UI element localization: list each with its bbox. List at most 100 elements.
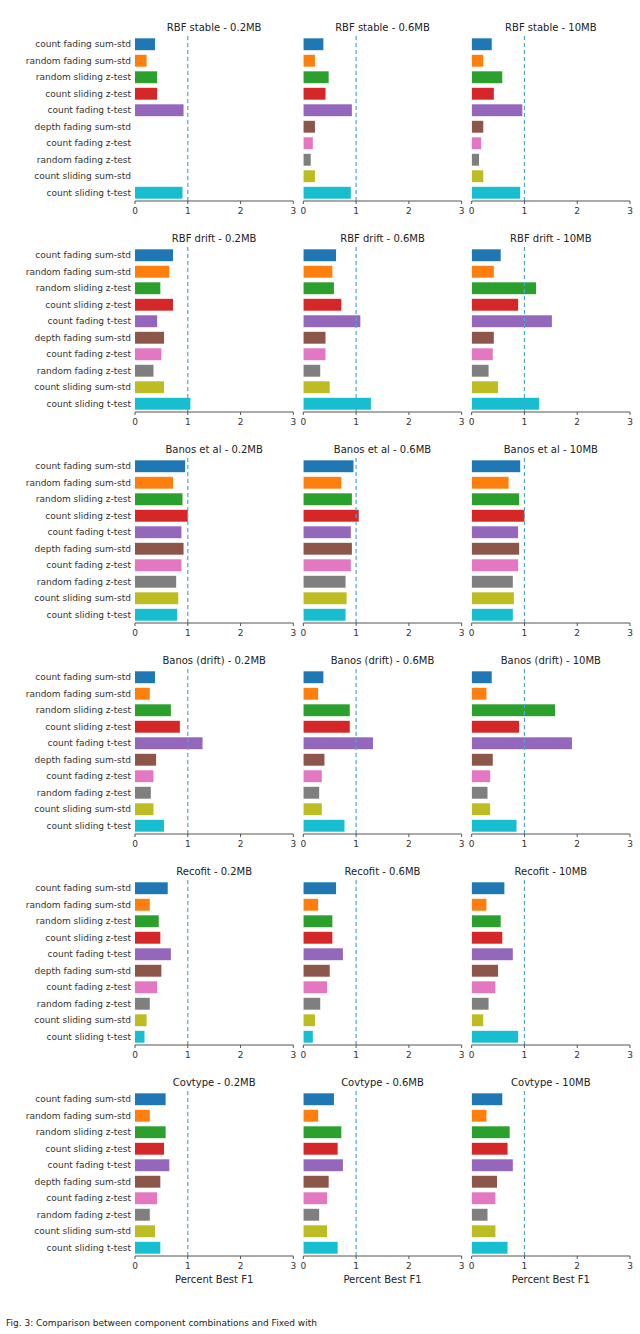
x-tick <box>471 1045 472 1048</box>
bar <box>303 559 351 571</box>
bar <box>135 38 155 50</box>
bar <box>303 315 360 327</box>
x-tick-label: 3 <box>459 417 465 427</box>
bar <box>135 688 150 700</box>
x-tick <box>187 1256 188 1259</box>
bar <box>303 770 321 782</box>
y-tick-label: random fading sum-std <box>26 689 131 699</box>
subplot: Banos (drift) - 10MB0123 <box>469 655 633 849</box>
bar <box>303 332 325 344</box>
x-tick-label: 0 <box>469 628 475 638</box>
bar <box>303 460 353 472</box>
bar <box>472 88 494 100</box>
y-tick-label: count fading z-test <box>46 138 131 148</box>
bar <box>472 965 498 977</box>
bar <box>135 460 185 472</box>
x-tick <box>471 201 472 204</box>
x-tick-label: 0 <box>300 417 306 427</box>
reference-line <box>356 36 357 201</box>
x-tick-label: 2 <box>238 1050 244 1060</box>
x-tick <box>471 1256 472 1259</box>
y-tick-label: count sliding t-test <box>47 1243 132 1253</box>
subplot: Recofit - 0.6MB0123 <box>300 866 464 1060</box>
subplot-title: Recofit - 0.6MB <box>345 866 421 877</box>
x-tick <box>630 1256 631 1259</box>
x-tick <box>471 623 472 626</box>
y-tick-label: count sliding t-test <box>47 821 132 831</box>
bar <box>472 1143 508 1155</box>
bar <box>472 137 481 149</box>
x-axis-line <box>303 623 461 624</box>
x-tick <box>577 1045 578 1048</box>
x-tick <box>240 412 241 415</box>
bar <box>303 820 344 832</box>
reference-line <box>524 247 525 412</box>
x-tick-label: 3 <box>290 628 296 638</box>
bar <box>303 1209 319 1221</box>
x-tick-label: 2 <box>238 628 244 638</box>
bar <box>135 803 153 815</box>
x-tick <box>461 834 462 837</box>
bar <box>472 671 492 683</box>
y-tick-label: random sliding z-test <box>36 705 132 715</box>
x-tick-label: 3 <box>459 206 465 216</box>
x-tick-label: 2 <box>574 417 580 427</box>
x-tick <box>240 834 241 837</box>
bar <box>303 721 349 733</box>
subplot-title: RBF stable - 0.6MB <box>335 22 430 33</box>
y-tick-label: count fading t-test <box>48 316 132 326</box>
x-tick-label: 2 <box>406 417 412 427</box>
x-tick-label: 1 <box>353 628 359 638</box>
x-tick-label: 2 <box>406 1050 412 1060</box>
bar <box>135 754 156 766</box>
x-tick <box>408 1256 409 1259</box>
bars <box>303 669 373 834</box>
y-tick-label: count fading sum-std <box>35 883 131 893</box>
bar <box>472 154 479 166</box>
x-tick <box>187 834 188 837</box>
bars <box>472 247 552 412</box>
y-tick-label: depth fading sum-std <box>34 966 131 976</box>
bar <box>303 526 351 538</box>
bar <box>135 1014 147 1026</box>
bar <box>135 170 136 182</box>
bar <box>135 71 157 83</box>
bar <box>135 981 157 993</box>
bar <box>472 104 523 116</box>
x-tick <box>630 834 631 837</box>
reference-line <box>187 247 188 412</box>
bars <box>135 669 203 834</box>
bar <box>303 1242 337 1254</box>
bar <box>135 1143 164 1155</box>
subplot: RBF drift - 0.6MB0123 <box>300 233 464 427</box>
bar <box>135 510 188 522</box>
bar <box>135 770 153 782</box>
bar <box>303 609 345 621</box>
x-tick <box>524 834 525 837</box>
x-tick-label: 1 <box>185 628 191 638</box>
x-tick <box>461 1256 462 1259</box>
bar <box>303 948 343 960</box>
x-tick <box>461 623 462 626</box>
bar <box>472 1242 508 1254</box>
bar <box>303 592 346 604</box>
y-tick-label: random sliding z-test <box>36 72 132 82</box>
bar <box>303 803 321 815</box>
x-tick <box>577 412 578 415</box>
bar <box>472 71 503 83</box>
bar <box>472 493 519 505</box>
y-tick-label: count sliding sum-std <box>34 1015 131 1025</box>
bar <box>135 915 159 927</box>
reference-line <box>187 36 188 201</box>
bar <box>135 1110 150 1122</box>
bar <box>472 1110 487 1122</box>
x-tick-label: 3 <box>627 628 633 638</box>
x-axis-line <box>472 412 630 413</box>
bar <box>303 348 325 360</box>
x-axis-line <box>135 834 293 835</box>
bar <box>303 576 345 588</box>
bar <box>472 721 519 733</box>
x-tick <box>356 412 357 415</box>
y-tick-label: count fading sum-std <box>35 39 131 49</box>
y-tick-label: count fading z-test <box>46 771 131 781</box>
